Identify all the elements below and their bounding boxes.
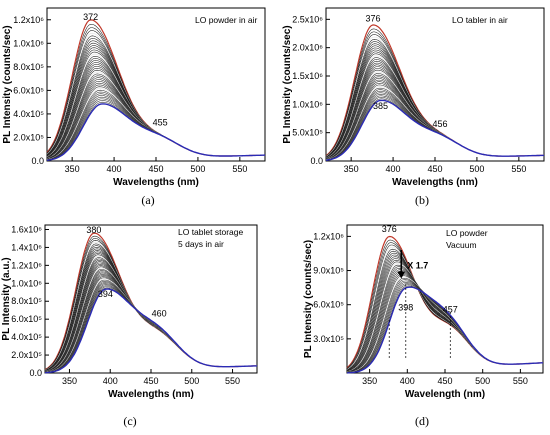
series-final-line [46, 103, 266, 161]
y-tick-label: 3.0x10⁵ [313, 334, 344, 344]
panel-a-caption: (a) [141, 193, 154, 207]
x-tick-label: 550 [511, 164, 526, 174]
y-tick-label: 6.0x10⁵ [11, 314, 42, 324]
y-tick-label: 1.0x10⁶ [13, 38, 44, 48]
x-tick-label: 350 [65, 164, 80, 174]
y-tick-label: 1.4x10⁶ [11, 242, 42, 252]
x-tick-label: 500 [475, 376, 490, 386]
y-tick-label: 4.0x10⁵ [11, 332, 42, 342]
arrow-label: X 1.7 [407, 260, 428, 270]
x-tick-label: 450 [427, 164, 442, 174]
y-tick-label: 1.5x10⁶ [292, 71, 323, 81]
series-final-line [44, 288, 258, 374]
x-tick-label: 550 [232, 164, 247, 174]
peak-label: 457 [443, 305, 458, 315]
y-tick-label: 1.6x10⁶ [11, 224, 42, 234]
panel-c-note-line2: 5 days in air [178, 239, 224, 249]
y-tick-label: 2.0x10⁶ [292, 43, 323, 53]
x-tick-label: 400 [103, 376, 118, 386]
x-tick-label: 500 [469, 164, 484, 174]
y-tick-label: 1.2x10⁶ [313, 231, 344, 241]
x-axis-label: Wavelengths (nm) [113, 177, 199, 188]
y-tick-label: 5.0x10⁵ [292, 128, 323, 138]
x-tick-label: 350 [362, 376, 377, 386]
panel-b-note: LO tabler in air [452, 15, 508, 25]
peak-label: 376 [382, 224, 397, 234]
x-tick-label: 400 [107, 164, 122, 174]
panel-b-curves [325, 24, 545, 161]
y-tick-label: 4.0x10⁵ [13, 109, 44, 119]
y-tick-label: 0.0 [31, 156, 44, 166]
y-tick-label: 1.2x10⁶ [11, 260, 42, 270]
series-final-line [346, 286, 543, 374]
x-tick-label: 550 [513, 376, 528, 386]
y-tick-label: 1.0x10⁶ [11, 278, 42, 288]
y-tick-label: 1.2x10⁶ [13, 15, 44, 25]
y-axis-label: PL Intensity (counts/sec) [2, 25, 13, 143]
peak-label: 455 [153, 118, 168, 128]
y-tick-label: 1.0x10⁶ [292, 99, 323, 109]
panel-b: LO tabler in air (b) 350 400 450 500 550 0.0 5… [282, 7, 545, 207]
y-tick-label: 0.0 [29, 368, 42, 378]
x-tick-label: 450 [148, 164, 163, 174]
peak-label: 460 [152, 308, 167, 318]
panel-c: LO tablet storage 5 days in air (c) 350 4… [1, 224, 258, 428]
peak-label: 398 [398, 302, 413, 312]
y-axis-label: PL Intensity (a.u.) [1, 257, 12, 340]
y-tick-label: 6.0x10⁵ [13, 85, 44, 95]
peak-label: 394 [98, 289, 113, 299]
y-tick-label: 0.0 [310, 156, 323, 166]
x-tick-label: 450 [437, 376, 452, 386]
x-axis-label: Wavelengths (nm) [392, 177, 478, 188]
y-tick-label: 8.0x10⁵ [13, 62, 44, 72]
y-tick-label: 9.0x10⁵ [313, 266, 344, 276]
arrow-head [397, 271, 406, 279]
panel-c-curves [44, 232, 258, 374]
panel-d-note-line2: Vacuum [446, 240, 477, 250]
y-tick-label: 8.0x10⁵ [11, 296, 42, 306]
x-tick-label: 400 [400, 376, 415, 386]
panel-b-caption: (b) [415, 193, 429, 207]
peak-label: 376 [365, 14, 380, 24]
peak-label: 385 [373, 101, 388, 111]
x-tick-label: 400 [386, 164, 401, 174]
panel-a: LO powder in air (a) 350 400 450 500 550 0.0 2… [2, 7, 266, 207]
peak-label: 372 [83, 12, 98, 22]
x-tick-label: 500 [190, 164, 205, 174]
x-tick-label: 550 [225, 376, 240, 386]
panel-d-note-line1: LO powder [446, 228, 488, 238]
panel-c-note-line1: LO tablet storage [178, 227, 243, 237]
y-axis-label: PL Intensity (counts/sec) [303, 240, 314, 358]
x-tick-label: 500 [184, 376, 199, 386]
panel-d: LO powder Vacuum (d) 350 400 450 500 550 3.0x… [303, 224, 544, 428]
series-final-line [325, 99, 545, 161]
x-tick-label: 350 [62, 376, 77, 386]
panel-d-caption: (d) [415, 414, 429, 428]
y-tick-label: 2.0x10⁵ [11, 350, 42, 360]
peak-label: 380 [86, 225, 101, 235]
panel-a-note: LO powder in air [195, 15, 258, 25]
y-axis-label: PL Intensity (counts/sec) [282, 25, 293, 143]
series-line [347, 282, 543, 373]
y-tick-label: 2.0x10⁵ [13, 132, 44, 142]
panel-d-curves [346, 235, 543, 374]
x-tick-label: 350 [344, 164, 359, 174]
x-axis-label: Wavelength (nm) [405, 389, 485, 400]
peak-label: 456 [433, 119, 448, 129]
panel-c-caption: (c) [123, 414, 136, 428]
x-tick-label: 450 [143, 376, 158, 386]
panel-a-curves [46, 19, 266, 161]
y-tick-label: 2.5x10⁶ [292, 14, 323, 24]
y-tick-label: 6.0x10⁵ [313, 300, 344, 310]
series-line [46, 30, 266, 157]
x-axis-label: Wavelengths (nm) [108, 389, 194, 400]
